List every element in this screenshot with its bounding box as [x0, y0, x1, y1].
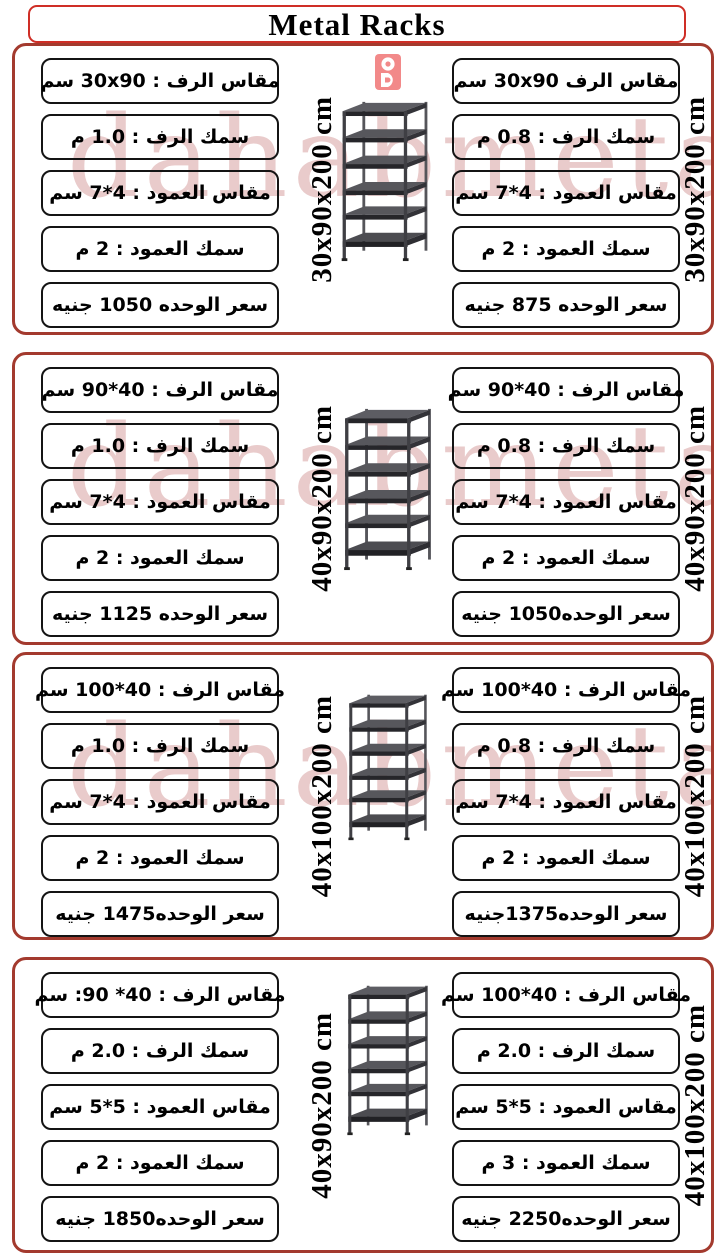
dimension-label-left: 30x90x200 cm — [305, 95, 338, 283]
spec-box: سعر الوحده1050 جنيه — [452, 591, 680, 637]
spec-column-left: مقاس الرف : 40*90 سم سمك الرف : 1.0 م مق… — [41, 367, 279, 637]
spec-box: مقاس الرف : 30x90 سم — [40, 58, 280, 104]
spec-column-right: مقاس الرف : 40*100 سم سمك الرف : 0.8 م م… — [441, 667, 691, 937]
spec-box: سعر الوحده 875 جنيه — [452, 282, 680, 328]
spec-box: مقاس العمود : 5*5 سم — [41, 1084, 279, 1130]
spec-box: سمك الرف : 1.0 م — [41, 423, 279, 469]
spec-column-left: مقاس الرف : 40*100 سم سمك الرف : 1.0 م م… — [35, 667, 285, 937]
dimension-label-right: 30x90x200 cm — [678, 95, 711, 283]
page-title: Metal Racks — [268, 6, 446, 42]
spec-box: سمك الرف : 2.0 م — [41, 1028, 279, 1074]
app-logo-icon — [375, 54, 401, 90]
spec-box: سمك العمود : 2 م — [452, 226, 680, 272]
spec-box: مقاس الرف : 40*100 سم — [441, 972, 691, 1018]
rack-image — [340, 984, 436, 1136]
product-section-1: dahabmetal مقاس الرف : 30x90 سم سمك الرف… — [12, 43, 714, 335]
spec-box: مقاس العمود : 5*5 سم — [452, 1084, 680, 1130]
spec-box: مقاس الرف : 40*90 سم — [41, 367, 279, 413]
spec-column-right: مقاس الرف : 40*100 سم سمك الرف : 2.0 م م… — [441, 972, 691, 1242]
spec-column-left: مقاس الرف : 40* 90: سم سمك الرف : 2.0 م … — [34, 972, 286, 1242]
spec-box: مقاس الرف : 40*100 سم — [441, 667, 691, 713]
spec-box: مقاس الرف : 40*100 سم — [35, 667, 285, 713]
spec-column-left: مقاس الرف : 30x90 سم سمك الرف : 1.0 م مق… — [40, 58, 280, 328]
spec-box: سمك الرف : 2.0 م — [452, 1028, 680, 1074]
spec-box: مقاس العمود : 4*7 سم — [452, 479, 680, 525]
dimension-label-right: 40x100x200 cm — [678, 694, 711, 898]
dimension-label-left: 40x90x200 cm — [305, 405, 338, 592]
spec-box: سعر الوحده 1125 جنيه — [41, 591, 279, 637]
dimension-label-left: 40x100x200 cm — [305, 694, 338, 898]
spec-box: مقاس العمود : 4*7 سم — [41, 479, 279, 525]
rack-image — [340, 693, 436, 841]
spec-box: سمك العمود : 2 م — [41, 226, 279, 272]
product-section-3: dahabmetal مقاس الرف : 40*100 سم سمك الر… — [12, 652, 714, 940]
dimension-label-right: 40x100x200 cm — [678, 1003, 711, 1207]
dimension-label-right: 40x90x200 cm — [678, 405, 711, 592]
spec-box: مقاس العمود : 4*7 سم — [452, 170, 680, 216]
product-section-2: dahabmetal مقاس الرف : 40*90 سم سمك الرف… — [12, 352, 714, 645]
spec-box: سمك الرف : 0.8 م — [452, 723, 680, 769]
spec-box: سمك العمود : 2 م — [452, 835, 680, 881]
spec-box: سمك الرف : 0.8 م — [452, 423, 680, 469]
spec-box: سمك الرف : 1.0 م — [41, 114, 279, 160]
rack-image — [337, 100, 433, 262]
product-section-4: مقاس الرف : 40* 90: سم سمك الرف : 2.0 م … — [12, 957, 714, 1253]
spec-box: سمك الرف : 0.8 م — [452, 114, 680, 160]
spec-box: سعر الوحده 1050 جنيه — [41, 282, 279, 328]
spec-box: سمك العمود : 3 م — [452, 1140, 680, 1186]
spec-column-right: مقاس الرف 30x90 سم سمك الرف : 0.8 م مقاس… — [452, 58, 680, 328]
spec-box: مقاس العمود : 4*7 سم — [41, 779, 279, 825]
rack-image — [340, 407, 436, 571]
spec-box: سعر الوحده2250 جنيه — [452, 1196, 680, 1242]
spec-box: سمك العمود : 2 م — [41, 835, 279, 881]
spec-box: سمك العمود : 2 م — [41, 535, 279, 581]
spec-box: سمك العمود : 2 م — [452, 535, 680, 581]
spec-box: مقاس العمود : 4*7 سم — [41, 170, 279, 216]
spec-box: سعر الوحده1850 جنيه — [41, 1196, 279, 1242]
spec-box: سعر الوحده1375جنيه — [452, 891, 680, 937]
dimension-label-left: 40x90x200 cm — [305, 1011, 338, 1199]
spec-column-right: مقاس الرف : 40*90 سم سمك الرف : 0.8 م مق… — [448, 367, 684, 637]
spec-box: مقاس الرف : 40* 90: سم — [34, 972, 286, 1018]
header-bar: Metal Racks — [28, 5, 686, 43]
spec-box: سمك العمود : 2 م — [41, 1140, 279, 1186]
spec-box: سعر الوحده1475 جنيه — [41, 891, 279, 937]
spec-box: مقاس العمود : 4*7 سم — [452, 779, 680, 825]
spec-box: سمك الرف : 1.0 م — [41, 723, 279, 769]
spec-box: مقاس الرف 30x90 سم — [452, 58, 680, 104]
spec-box: مقاس الرف : 40*90 سم — [448, 367, 684, 413]
